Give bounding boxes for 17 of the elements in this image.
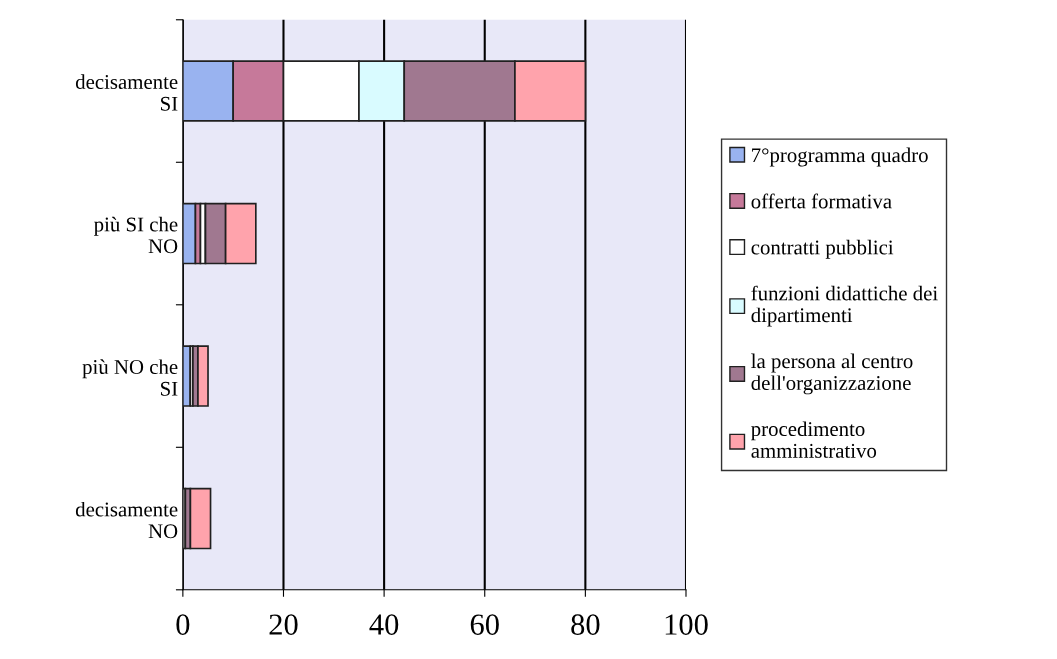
x-tick-label: 60: [470, 614, 499, 635]
legend-label: offerta formativa: [751, 193, 892, 209]
y-tick-label: più SI che NO: [94, 216, 178, 254]
legend-label: 7°programma quadro: [752, 147, 928, 167]
y-tick-label: decisamente SI: [75, 74, 178, 111]
y-tick-label: decisamente NO: [75, 501, 178, 539]
x-tick-label: 0: [176, 614, 190, 635]
bar: [189, 487, 212, 550]
legend-label: funzioni didattiche dei dipartimenti: [751, 285, 938, 327]
y-tick-label: più NO che SI: [82, 359, 178, 396]
x-tick-label: 80: [571, 614, 600, 635]
x-tick-label: 100: [665, 614, 708, 635]
x-tick-label: 40: [369, 614, 399, 635]
legend-label: la persona al centro dell'organizzazione: [751, 353, 913, 395]
x-tick-label: 20: [269, 614, 298, 635]
legend-label: procedimento amministrativo: [751, 421, 877, 458]
legend-label: contratti pubblici: [751, 239, 894, 259]
